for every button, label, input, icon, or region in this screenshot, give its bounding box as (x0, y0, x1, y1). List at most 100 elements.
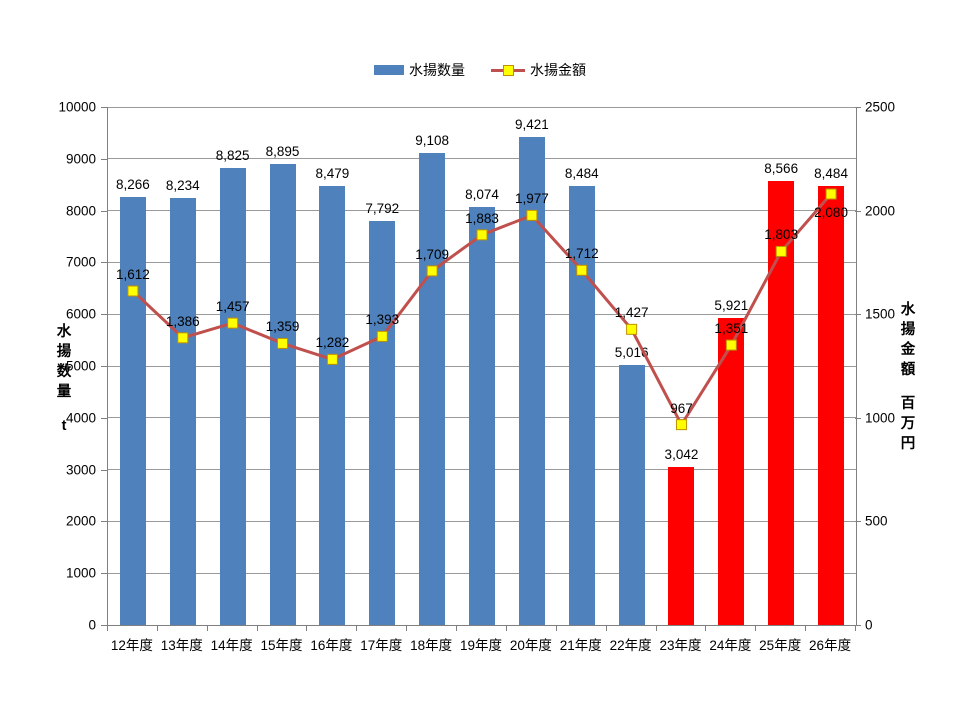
line-marker-icon (503, 65, 514, 76)
gridline (108, 158, 856, 160)
x-axis-tick (356, 625, 358, 631)
line-marker-icon (725, 339, 737, 351)
left-axis-tick (101, 107, 107, 108)
bar-value-label: 8,825 (215, 147, 250, 163)
bar-value-label: 8,484 (564, 165, 599, 181)
line-value-label: 1,457 (215, 299, 250, 315)
bar-12年度 (119, 196, 146, 625)
bar-value-label: 8,074 (465, 186, 499, 202)
right-axis-tick (855, 625, 861, 626)
left-axis-tick (101, 625, 107, 626)
left-axis-tick-label: 2000 (65, 513, 96, 529)
line-swatch-icon (491, 65, 525, 76)
x-axis-tick (406, 625, 408, 631)
axis-title-char: 水 (56, 324, 72, 340)
x-axis-label-25年度: 25年度 (759, 638, 802, 653)
x-axis-tick (655, 625, 657, 631)
bar-14年度 (219, 167, 246, 625)
line-value-label: 1,709 (415, 246, 450, 262)
bar-23年度 (668, 467, 695, 625)
x-axis-label-23年度: 23年度 (659, 638, 702, 653)
x-axis-tick (705, 625, 707, 631)
bar-value-label: 8,566 (764, 161, 799, 177)
line-value-label: 1,977 (514, 191, 549, 207)
left-axis-tick (101, 521, 107, 523)
left-axis-tick (101, 469, 107, 471)
bar-value-label: 8,234 (165, 178, 200, 194)
bar-18年度 (419, 153, 446, 625)
x-axis-tick (107, 625, 108, 631)
bar-value-label: 5,921 (714, 298, 749, 314)
plot-area: 8,266 8,234 8,825 8,895 8,479 7,792 9,108 8,074… (107, 106, 857, 626)
bar-17年度 (369, 221, 396, 625)
line-value-label: 1,883 (465, 210, 499, 226)
right-axis-title: 水揚金額百万円 (894, 300, 922, 454)
line-marker-icon (526, 209, 538, 221)
left-axis-tick-label: 6000 (65, 306, 96, 322)
left-axis-tick (101, 417, 107, 419)
line-value-label: 1,803 (764, 227, 799, 243)
x-axis-tick (156, 625, 158, 631)
chart-legend: 水揚数量 水揚金額 (0, 60, 960, 80)
right-axis-tick (855, 107, 861, 108)
x-axis-tick (855, 625, 856, 631)
line-series (127, 188, 837, 431)
axis-title-unit-char: 百 (900, 396, 916, 412)
bar-value-label: 5,016 (614, 345, 649, 361)
line-marker-icon (227, 317, 239, 329)
x-axis-label-12年度: 12年度 (110, 638, 153, 653)
x-axis-tick (605, 625, 607, 631)
right-axis-tick (855, 521, 861, 523)
axis-title-unit-char: 万 (900, 416, 916, 432)
x-axis-label-24年度: 24年度 (709, 638, 752, 653)
right-axis-tick (855, 210, 861, 212)
left-axis-tick-label: 3000 (65, 462, 96, 478)
line-value-label: 1,393 (365, 312, 400, 328)
bar-value-label: 9,421 (514, 117, 549, 132)
bar-26年度 (818, 185, 845, 625)
left-axis-title: 水揚数量 t (50, 322, 78, 436)
right-axis-tick (855, 314, 861, 316)
x-axis-tick (206, 625, 208, 631)
legend-label-quantity: 水揚数量 (409, 62, 465, 78)
left-axis-tick-label: 0 (88, 617, 96, 633)
x-axis-tick (555, 625, 557, 631)
axis-title-char: 量 (56, 384, 72, 400)
bar-19年度 (469, 206, 495, 625)
line-marker-icon (376, 330, 388, 342)
x-axis-label-17年度: 17年度 (360, 638, 403, 653)
left-axis-tick-label: 5000 (65, 358, 96, 374)
bar-value-label: 8,484 (814, 165, 848, 181)
axis-title-char: 金 (900, 342, 916, 358)
x-axis-label-13年度: 13年度 (160, 638, 203, 653)
line-value-label: 1,427 (614, 305, 649, 321)
line-value-label: 1,612 (116, 266, 150, 282)
line-marker-icon (127, 285, 139, 297)
bar-22年度 (618, 365, 645, 625)
axis-title-unit-char: 円 (900, 436, 916, 452)
bar-value-label: 8,479 (315, 165, 350, 181)
bar-13年度 (169, 198, 196, 625)
line-value-label: 1,386 (165, 313, 200, 329)
line-value-label: 1,712 (564, 246, 599, 262)
axis-title-char: 揚 (56, 344, 72, 360)
line-marker-icon (626, 323, 638, 335)
line-marker-icon (675, 419, 687, 431)
x-axis-label-21年度: 21年度 (559, 638, 602, 653)
left-axis-tick-label: 8000 (65, 203, 96, 219)
right-axis-tick-label: 0 (865, 617, 873, 633)
x-axis-tick (805, 625, 807, 631)
left-axis-tick (101, 158, 107, 160)
bar-24年度 (718, 318, 745, 625)
line-marker-icon (825, 188, 837, 200)
gridline (108, 106, 856, 108)
left-axis-tick (101, 366, 107, 367)
x-axis-label-14年度: 14年度 (210, 638, 253, 653)
line-value-label: 1,282 (315, 335, 350, 351)
right-axis-tick-label: 1500 (865, 306, 896, 322)
line-marker-icon (775, 245, 787, 257)
bar-value-label: 8,895 (265, 144, 300, 160)
x-axis-tick (456, 625, 458, 631)
x-axis-label-22年度: 22年度 (609, 638, 652, 653)
